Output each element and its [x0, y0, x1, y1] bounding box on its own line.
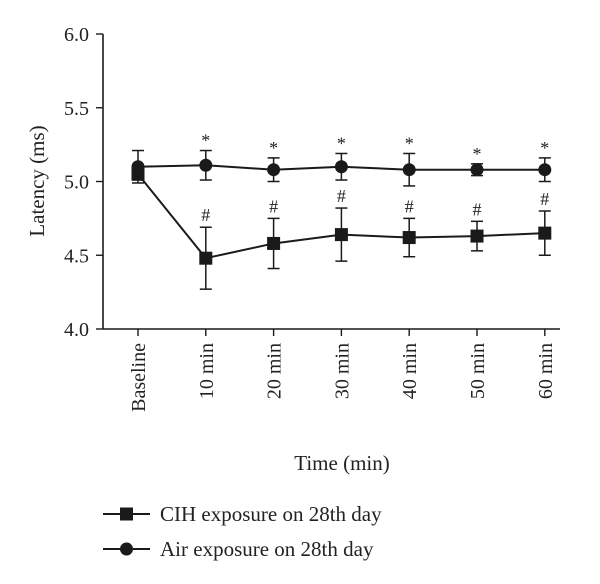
data-point-circle	[267, 163, 281, 177]
data-point-circle	[199, 158, 213, 172]
data-point-square	[470, 229, 484, 243]
y-tick-label: 4.0	[64, 319, 89, 341]
data-point-square	[199, 251, 213, 265]
series-air	[131, 149, 552, 187]
data-point-square	[538, 226, 552, 240]
y-tick-label: 4.5	[64, 245, 89, 267]
significance-asterisk: *	[269, 138, 278, 158]
significance-asterisk: *	[405, 133, 414, 153]
significance-hash: #	[473, 199, 482, 219]
significance-asterisk: *	[473, 144, 482, 164]
significance-markers: # # # # # # * * * * * *	[201, 131, 549, 226]
significance-hash: #	[337, 186, 346, 206]
legend-label: Air exposure on 28th day	[160, 537, 374, 561]
legend-item: CIH exposure on 28th day	[103, 502, 382, 526]
series-cih	[131, 167, 552, 290]
significance-hash: #	[405, 196, 414, 216]
legend: CIH exposure on 28th day Air exposure on …	[103, 502, 382, 561]
x-tick-label: 20 min	[264, 343, 286, 399]
data-point-circle	[402, 163, 416, 177]
x-tick-label: 60 min	[535, 343, 557, 399]
axes	[102, 34, 560, 330]
data-point-circle	[131, 160, 145, 174]
y-axis-ticks: 4.0 4.5 5.0 5.5 6.0	[64, 24, 103, 341]
x-tick-label: 50 min	[467, 343, 489, 399]
data-point-circle	[470, 163, 484, 177]
legend-label: CIH exposure on 28th day	[160, 502, 382, 526]
significance-hash: #	[540, 189, 549, 209]
significance-asterisk: *	[337, 133, 346, 153]
legend-circle-marker	[120, 542, 133, 556]
x-axis-label: Time (min)	[294, 451, 389, 475]
data-point-square	[402, 231, 416, 245]
significance-asterisk: *	[201, 131, 210, 151]
significance-asterisk: *	[540, 138, 549, 158]
legend-item: Air exposure on 28th day	[103, 537, 374, 561]
significance-hash: #	[201, 205, 210, 225]
y-tick-label: 5.5	[64, 98, 89, 120]
series-layer	[131, 149, 552, 290]
data-point-square	[267, 236, 281, 250]
y-tick-label: 6.0	[64, 24, 89, 46]
x-tick-label: Baseline	[128, 343, 150, 412]
x-tick-label: 10 min	[196, 343, 218, 399]
x-tick-label: 30 min	[331, 343, 353, 399]
y-axis-label: Latency (ms)	[25, 125, 49, 236]
y-tick-label: 5.0	[64, 172, 89, 194]
x-axis-ticks: Baseline 10 min 20 min 30 min 40 min 50 min 60…	[128, 329, 557, 412]
data-point-square	[334, 228, 348, 242]
data-point-circle	[538, 163, 552, 177]
significance-hash: #	[269, 196, 278, 216]
legend-square-marker	[120, 507, 133, 521]
data-point-circle	[334, 160, 348, 174]
x-tick-label: 40 min	[399, 343, 421, 399]
